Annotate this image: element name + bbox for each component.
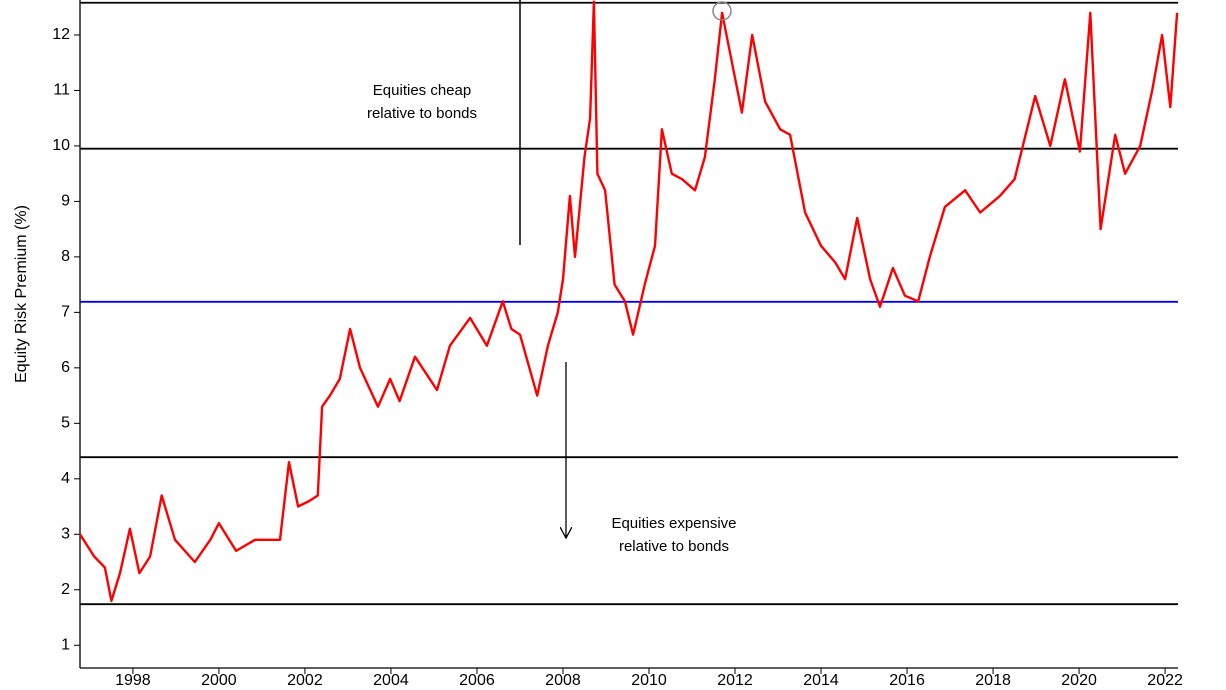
x-tick-label: 2004 — [373, 672, 409, 689]
highlight-circle — [712, 1, 732, 21]
y-tick-label: 3 — [61, 526, 70, 543]
y-tick-label: 1 — [61, 636, 70, 653]
data-line — [78, 0, 1179, 603]
y-tick-label: 7 — [61, 304, 70, 321]
x-tick-label: 2006 — [459, 672, 495, 689]
x-tick-label: 2020 — [1061, 672, 1097, 689]
annotation: Equities cheap — [373, 82, 471, 99]
x-tick-label: 2016 — [889, 672, 925, 689]
x-tick-label: 2002 — [287, 672, 323, 689]
annotation: Equities expensive — [611, 515, 736, 532]
y-tick-label: 2 — [61, 581, 70, 598]
x-tick-label: 1998 — [115, 672, 151, 689]
x-tick-label: 2012 — [717, 672, 753, 689]
y-tick-label: 9 — [61, 193, 70, 210]
y-tick-label: 8 — [61, 248, 70, 265]
y-axis-label: Equity Risk Premium (%) — [13, 205, 30, 383]
x-tick-label: 2008 — [545, 672, 581, 689]
y-tick-label: 6 — [61, 359, 70, 376]
y-tick-label: 4 — [61, 470, 70, 487]
y-tick-label: 10 — [52, 137, 70, 154]
x-tick-label: 2014 — [803, 672, 839, 689]
x-tick-label: 2010 — [631, 672, 667, 689]
y-tick-label: 11 — [53, 82, 70, 99]
x-tick-label: 2022 — [1147, 672, 1183, 689]
annotation: relative to bonds — [619, 538, 729, 555]
y-tick-label: 12 — [52, 26, 70, 43]
y-tick-label: 5 — [61, 415, 70, 432]
x-tick-label: 2000 — [201, 672, 237, 689]
annotation: relative to bonds — [367, 105, 477, 122]
x-tick-label: 2018 — [975, 672, 1011, 689]
